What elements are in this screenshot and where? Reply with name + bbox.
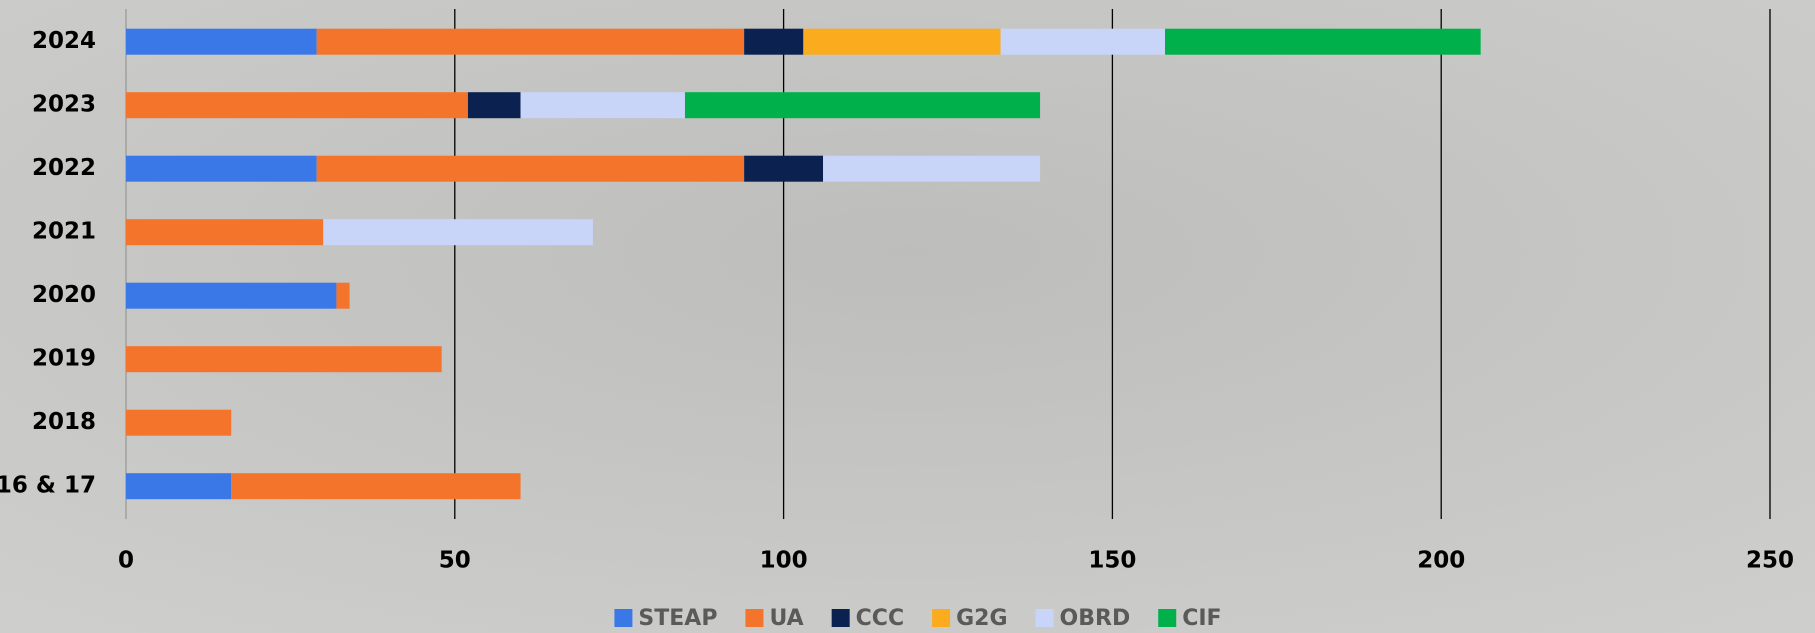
legend-label: CCC — [856, 606, 904, 631]
legend-swatch — [614, 609, 633, 627]
x-tick-label: 200 — [1417, 548, 1465, 574]
bar-segment — [467, 92, 521, 119]
legend-label: UA — [769, 606, 803, 631]
bar-segment — [126, 155, 317, 182]
legend-label: OBRD — [1060, 606, 1131, 631]
legend-swatch — [1035, 609, 1054, 627]
bar-segment — [126, 409, 232, 436]
legend-label: CIF — [1182, 606, 1221, 631]
legend-swatch — [745, 609, 764, 627]
bar-segment — [323, 219, 593, 246]
bar-segment — [126, 92, 468, 119]
bar-segment — [803, 28, 1001, 55]
y-tick-label: 2019 — [32, 346, 96, 372]
bar-segment — [520, 92, 685, 119]
y-tick-label: 2021 — [32, 219, 96, 245]
bar-segment — [316, 28, 745, 55]
x-tick-label: 100 — [760, 548, 808, 574]
bar-segment — [126, 219, 324, 246]
x-tick-label: 50 — [439, 548, 471, 574]
y-tick-label: 2018 — [32, 409, 96, 435]
legend-swatch — [932, 609, 951, 627]
bar-segment — [126, 28, 317, 55]
bar-segment — [744, 28, 804, 55]
bar-segment — [336, 282, 350, 309]
y-tick-label: 2022 — [32, 155, 96, 181]
legend-label: G2G — [956, 606, 1007, 631]
legend-label: STEAP — [638, 606, 717, 631]
bar-segment — [684, 92, 1041, 119]
x-tick-label: 0 — [118, 548, 134, 574]
x-tick-label: 250 — [1746, 548, 1794, 574]
y-tick-label: 2023 — [32, 92, 96, 118]
y-tick-label: 2024 — [32, 28, 96, 54]
bar-segment — [126, 473, 232, 500]
bar-segment — [126, 346, 442, 373]
bar-segment — [823, 155, 1041, 182]
legend-swatch — [831, 609, 850, 627]
legend-swatch — [1158, 609, 1177, 627]
bar-segment — [126, 282, 337, 309]
y-tick-label: 2020 — [32, 282, 96, 308]
x-tick-label: 150 — [1088, 548, 1136, 574]
bar-segment — [1000, 28, 1166, 55]
bar-segment — [1165, 28, 1481, 55]
bar-segment — [231, 473, 521, 500]
bar-segment — [744, 155, 824, 182]
y-tick-label: 16 & 17 — [0, 473, 96, 499]
bar-segment — [316, 155, 745, 182]
